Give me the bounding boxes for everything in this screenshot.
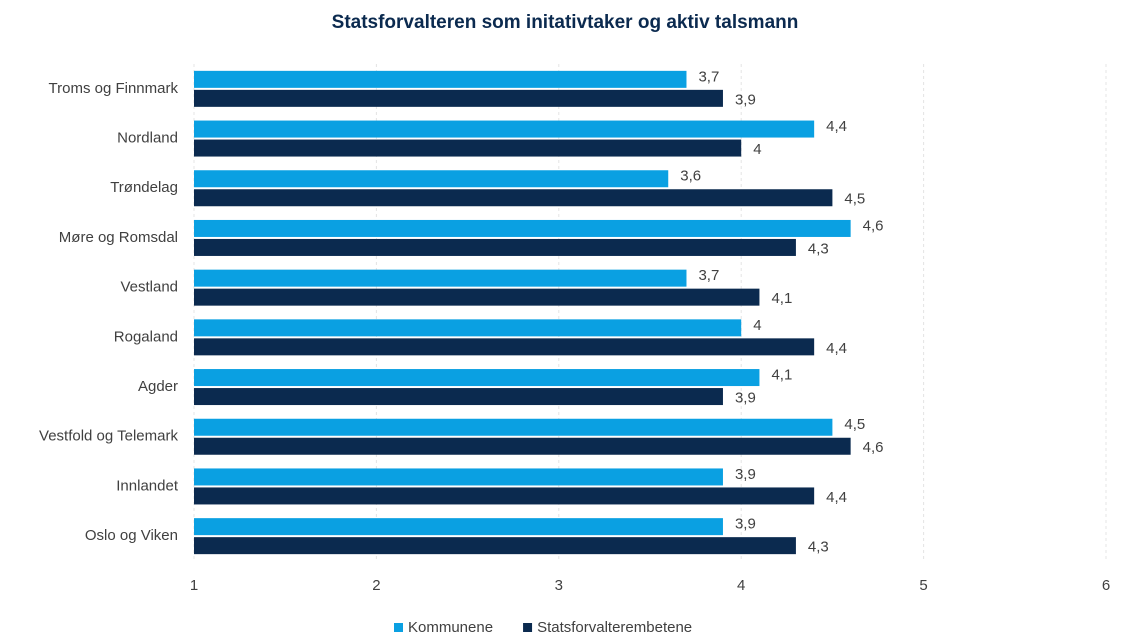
x-tick-label: 5	[919, 577, 927, 594]
y-tick-label: Vestland	[120, 279, 178, 296]
x-tick-label: 4	[737, 577, 745, 594]
bar	[194, 139, 742, 157]
data-label: 4,6	[863, 439, 884, 456]
bar	[194, 120, 815, 138]
chart-title: Statsforvalteren som initativtaker og ak…	[332, 12, 799, 33]
data-label: 4,5	[844, 191, 865, 208]
data-label: 4,3	[808, 240, 829, 257]
y-tick-label: Rogaland	[114, 328, 178, 345]
data-label: 4	[753, 317, 761, 334]
y-tick-label: Troms og Finnmark	[49, 80, 179, 97]
data-label: 4,1	[771, 290, 792, 307]
data-label: 3,9	[735, 390, 756, 407]
data-label: 3,7	[698, 68, 719, 85]
y-tick-label: Trøndelag	[110, 179, 178, 196]
y-tick-label: Møre og Romsdal	[59, 229, 178, 246]
data-label: 4,4	[826, 489, 847, 506]
data-label: 4,4	[826, 340, 847, 357]
y-tick-label: Innlandet	[116, 477, 179, 494]
bar	[194, 537, 796, 555]
legend-label: Statsforvalterembetene	[537, 619, 692, 636]
bar	[194, 288, 760, 306]
y-tick-label: Oslo og Viken	[85, 527, 178, 544]
legend-swatch	[394, 623, 403, 632]
bar	[194, 269, 687, 287]
data-label: 4,4	[826, 118, 847, 135]
data-label: 3,6	[680, 168, 701, 185]
legend-swatch	[523, 623, 533, 632]
bar	[194, 338, 815, 356]
bar	[194, 70, 687, 88]
x-tick-label: 2	[372, 577, 380, 594]
bar	[194, 369, 760, 387]
data-label: 3,9	[735, 516, 756, 533]
data-label: 3,9	[735, 466, 756, 483]
data-label: 4,5	[844, 416, 865, 433]
bar	[194, 487, 815, 505]
y-tick-label: Vestfold og Telemark	[39, 428, 178, 445]
x-tick-label: 6	[1102, 577, 1110, 594]
bar	[194, 437, 851, 455]
x-tick-label: 3	[555, 577, 563, 594]
bar	[194, 388, 723, 406]
bar	[194, 418, 833, 436]
y-tick-label: Nordland	[117, 130, 178, 147]
bar	[194, 219, 851, 237]
x-tick-label: 1	[190, 577, 198, 594]
data-label: 4,3	[808, 539, 829, 556]
y-tick-label: Agder	[138, 378, 178, 395]
data-label: 3,9	[735, 91, 756, 108]
bar	[194, 468, 723, 486]
bar	[194, 170, 669, 188]
bar	[194, 319, 742, 337]
legend-label: Kommunene	[408, 619, 493, 636]
bar	[194, 238, 796, 256]
bar	[194, 89, 723, 107]
bar	[194, 518, 723, 536]
data-label: 4,6	[863, 217, 884, 234]
data-label: 4	[753, 141, 761, 158]
bar	[194, 189, 833, 207]
data-label: 4,1	[771, 367, 792, 384]
data-label: 3,7	[698, 267, 719, 284]
